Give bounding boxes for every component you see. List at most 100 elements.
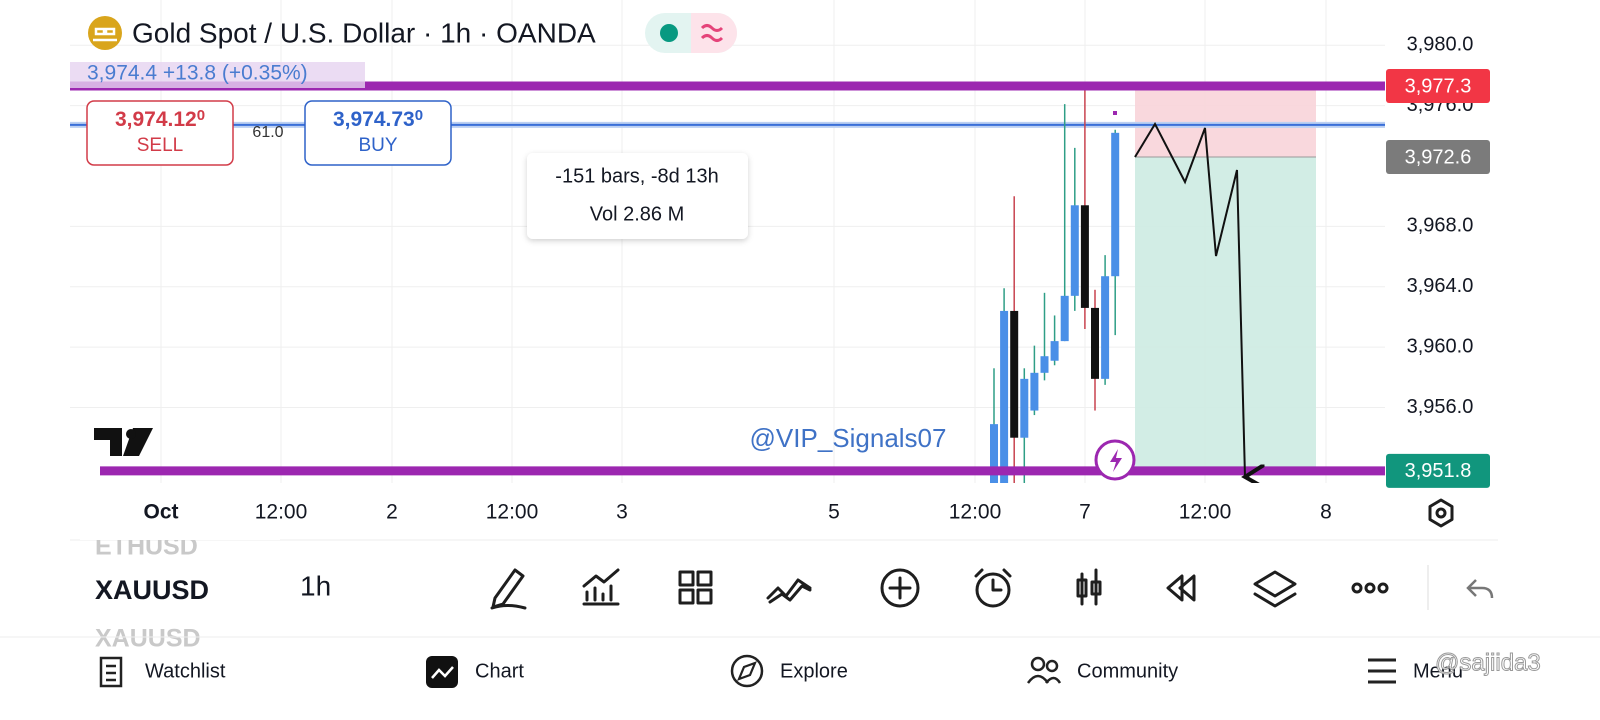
interval[interactable]: 1h: [300, 570, 331, 601]
explore-icon-needle: [737, 661, 757, 681]
menu-icon[interactable]: [1368, 658, 1396, 684]
x-tick-label: 12:00: [255, 501, 308, 524]
more-icon-dot[interactable]: [1351, 582, 1363, 594]
add-icon-plus: [888, 576, 912, 600]
chart-title[interactable]: Gold Spot / U.S. Dollar · 1h · OANDA: [132, 17, 596, 48]
explore-icon[interactable]: [730, 654, 764, 688]
toolbar-icons: [490, 568, 1389, 610]
community-icon[interactable]: [1030, 656, 1046, 672]
alert-icon[interactable]: [975, 572, 1011, 608]
buy-price: 3,974.730: [333, 107, 423, 131]
add-icon[interactable]: [880, 568, 920, 608]
candle-body: [1010, 310, 1019, 438]
price-label: 3,972.6: [1405, 146, 1472, 168]
quote-bg: [70, 62, 365, 88]
candle-body: [1091, 307, 1099, 379]
tooltip: [527, 153, 748, 239]
nav-menu[interactable]: Menu: [1413, 660, 1463, 682]
target-zone: [1135, 156, 1316, 471]
tooltip-bars: -151 bars, -8d 13h: [555, 165, 718, 187]
y-tick-label: 3,980.0: [1407, 34, 1474, 56]
zigzag-arrow: [1134, 121, 1245, 477]
candle-body: [1000, 310, 1009, 483]
price-label-bg: [1386, 139, 1490, 174]
x-tick-label: 3: [616, 501, 628, 524]
more-icon-dot: [1377, 582, 1389, 594]
replay-icon[interactable]: [1166, 574, 1196, 602]
buy-price-main: 3,974.73: [333, 108, 415, 131]
nav-chart[interactable]: Chart: [475, 660, 524, 682]
layers-icon[interactable]: [1253, 570, 1297, 608]
candle-body: [1080, 205, 1089, 308]
nav-explore[interactable]: Explore: [780, 660, 848, 682]
sell-price-sup: 0: [197, 107, 205, 124]
candle-body: [990, 424, 998, 483]
lightning-icon: [1110, 449, 1122, 472]
buy-price-sup: 0: [415, 107, 423, 124]
x-tick-label: 2: [386, 501, 398, 524]
x-tick-label: 12:00: [949, 501, 1002, 524]
next-symbol[interactable]: XAUUSD: [95, 625, 201, 653]
sell-price-main: 3,974.12: [115, 108, 197, 131]
price-label: 3,951.8: [1405, 460, 1472, 482]
chart-nav-icon-line: [431, 666, 454, 679]
candle-body: [1060, 295, 1069, 342]
tv-logo: [94, 428, 153, 456]
bar-style-icon[interactable]: [1076, 568, 1102, 606]
small-marker: [1113, 111, 1117, 115]
market-open-dot: [660, 24, 678, 42]
sell-price: 3,974.120: [115, 107, 205, 131]
tv-logo-dot: [126, 429, 136, 439]
symbol[interactable]: XAUUSD: [95, 575, 209, 605]
buy-label: BUY: [358, 135, 397, 156]
watchlist-icon[interactable]: [99, 656, 123, 688]
x-tick-label: 12:00: [1179, 501, 1232, 524]
candle-body: [1101, 276, 1110, 379]
y-tick-label: 3,956.0: [1407, 396, 1474, 418]
x-tick-label: 5: [828, 501, 840, 524]
y-tick-label: 3,960.0: [1407, 335, 1474, 357]
y-tick-label: 3,964.0: [1407, 275, 1474, 297]
sell-button[interactable]: [86, 100, 234, 166]
spread: 61.0: [252, 124, 283, 141]
symbol-icon-bars: [93, 27, 117, 42]
candle-body: [1040, 356, 1049, 373]
x-tick-label: 7: [1079, 501, 1091, 524]
community-icon-body: [1026, 674, 1062, 684]
x-tick-label: 12:00: [486, 501, 539, 524]
alert-icon-hands: [974, 568, 1012, 592]
templates-icon[interactable]: [678, 570, 713, 605]
corner-watermark: @sajiida3: [1435, 649, 1541, 676]
candle-body: [1070, 205, 1079, 296]
settings-icon[interactable]: [1428, 498, 1454, 528]
candle-body: [1111, 132, 1120, 277]
settings-icon-center: [1435, 507, 1447, 519]
indicators-icon[interactable]: [582, 568, 620, 606]
plot: [70, 81, 1385, 483]
fade-top: [80, 530, 280, 540]
x-tick-label: Oct: [143, 501, 178, 524]
watermark: @VIP_Signals07: [750, 423, 947, 453]
sell-label: SELL: [137, 135, 183, 156]
price-label-bg: [1386, 69, 1490, 104]
draw-icon[interactable]: [490, 568, 527, 610]
y-tick-label: 3,968.0: [1407, 215, 1474, 237]
price-label-bg: [1386, 453, 1490, 488]
status-pill-right: [691, 13, 737, 53]
nav-watchlist[interactable]: Watchlist: [145, 660, 226, 682]
more-icon-dot: [1364, 582, 1376, 594]
compare-icon[interactable]: [766, 578, 812, 604]
candle-body: [1050, 341, 1059, 361]
buy-button[interactable]: [304, 100, 452, 166]
stop-zone: [1135, 86, 1316, 157]
x-tick-label: 8: [1320, 501, 1332, 524]
tooltip-volume: Vol 2.86 M: [590, 203, 685, 225]
undo-icon[interactable]: [1466, 579, 1494, 599]
delay-icon: [700, 24, 724, 42]
nav-community[interactable]: Community: [1077, 660, 1178, 682]
community-icon: [1045, 659, 1059, 673]
quote: 3,974.4 +13.8 (+0.35%): [87, 62, 308, 85]
price-label: 3,977.3: [1405, 75, 1472, 97]
